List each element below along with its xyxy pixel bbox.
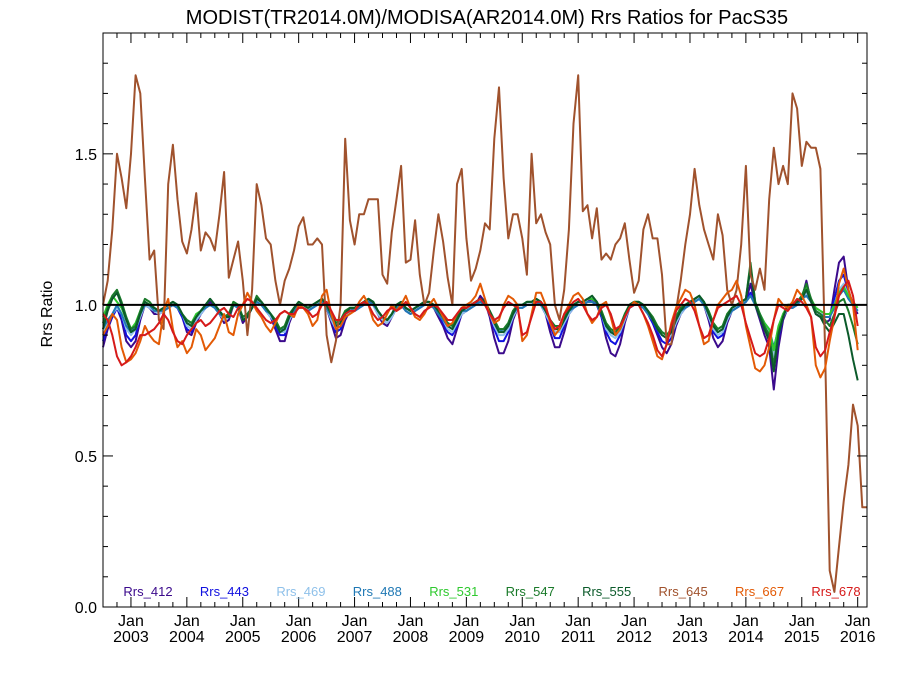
x-tick-month: Jan bbox=[342, 613, 368, 630]
y-tick-label: 1.5 bbox=[75, 147, 97, 164]
x-tick-month: Jan bbox=[733, 613, 759, 630]
x-tick-year: 2003 bbox=[113, 629, 149, 646]
x-tick-month: Jan bbox=[845, 613, 871, 630]
y-tick-label: 0.5 bbox=[75, 449, 97, 466]
x-tick-month: Jan bbox=[286, 613, 312, 630]
x-tick-year: 2008 bbox=[393, 629, 429, 646]
x-tick-month: Jan bbox=[174, 613, 200, 630]
x-tick-month: Jan bbox=[509, 613, 535, 630]
ticks-layer: 0.00.51.01.5Jan2003Jan2004Jan2005Jan2006… bbox=[75, 32, 876, 646]
x-tick-year: 2016 bbox=[840, 629, 876, 646]
x-tick-month: Jan bbox=[677, 613, 703, 630]
x-tick-year: 2006 bbox=[281, 629, 317, 646]
x-tick-year: 2014 bbox=[728, 629, 764, 646]
series-layer bbox=[102, 74, 867, 593]
series-line-rrs-645 bbox=[102, 74, 867, 593]
legend-entry-rrs-547: Rrs_547 bbox=[506, 584, 555, 599]
y-tick-label: 0.0 bbox=[75, 600, 97, 617]
legend-entry-rrs-531: Rrs_531 bbox=[429, 584, 478, 599]
x-tick-year: 2011 bbox=[561, 629, 596, 646]
legend: Rrs_412 Rrs_443 Rrs_469 Rrs_488 Rrs_531 Rrs_5… bbox=[123, 584, 860, 599]
series-line-rrs-678 bbox=[102, 279, 859, 367]
x-tick-month: Jan bbox=[453, 613, 479, 630]
x-tick-year: 2010 bbox=[504, 629, 540, 646]
plot-frame bbox=[102, 32, 868, 608]
x-tick-year: 2012 bbox=[616, 629, 652, 646]
x-tick-year: 2013 bbox=[672, 629, 708, 646]
x-tick-month: Jan bbox=[789, 613, 815, 630]
x-tick-year: 2004 bbox=[169, 629, 205, 646]
legend-entry-rrs-678: Rrs_678 bbox=[811, 584, 860, 599]
y-tick-label: 1.0 bbox=[75, 298, 97, 315]
x-tick-month: Jan bbox=[398, 613, 424, 630]
x-tick-year: 2015 bbox=[784, 629, 820, 646]
y-axis-label: Rrs Ratio bbox=[39, 281, 56, 348]
legend-entry-rrs-469: Rrs_469 bbox=[276, 584, 325, 599]
x-tick-year: 2009 bbox=[449, 629, 485, 646]
x-tick-year: 2005 bbox=[225, 629, 261, 646]
x-tick-month: Jan bbox=[230, 613, 256, 630]
legend-entry-rrs-443: Rrs_443 bbox=[200, 584, 249, 599]
legend-entry-rrs-488: Rrs_488 bbox=[353, 584, 402, 599]
x-tick-year: 2007 bbox=[337, 629, 373, 646]
legend-entry-rrs-667: Rrs_667 bbox=[735, 584, 784, 599]
x-tick-month: Jan bbox=[621, 613, 647, 630]
x-tick-month: Jan bbox=[118, 613, 144, 630]
legend-entry-rrs-645: Rrs_645 bbox=[659, 584, 708, 599]
series-line-rrs-667 bbox=[102, 267, 859, 379]
x-tick-month: Jan bbox=[565, 613, 591, 630]
legend-entry-rrs-555: Rrs_555 bbox=[582, 584, 631, 599]
chart-title: MODIST(TR2014.0M)/MODISA(AR2014.0M) Rrs … bbox=[186, 7, 788, 29]
legend-entry-rrs-412: Rrs_412 bbox=[123, 584, 172, 599]
